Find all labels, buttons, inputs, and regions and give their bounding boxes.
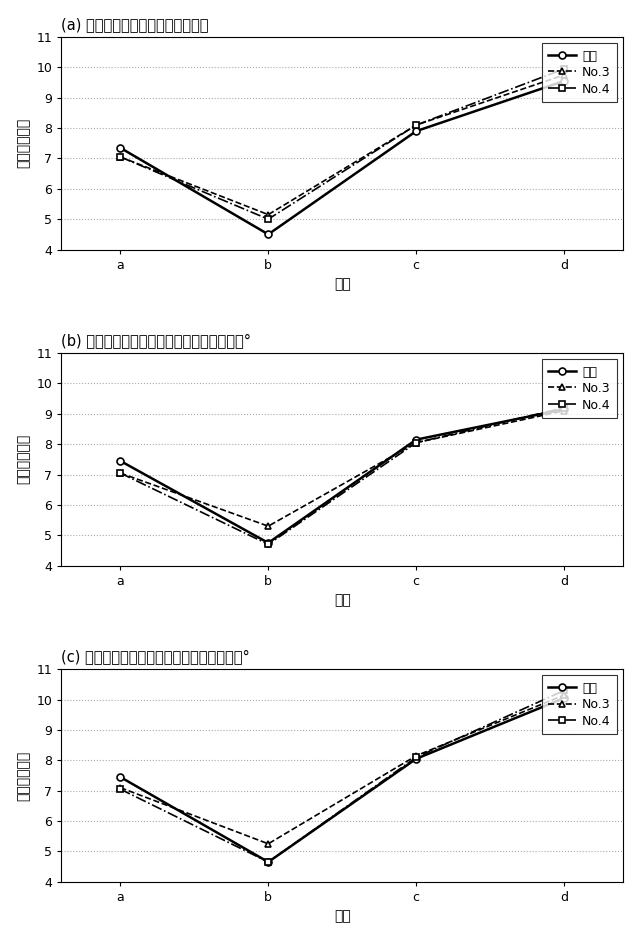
実験 [116, 455, 124, 466]
No.3 [264, 521, 272, 532]
実験 [116, 772, 124, 783]
No.3 [560, 405, 568, 416]
No.4 [116, 151, 124, 163]
実験 [412, 434, 420, 446]
Legend: 実験, No.3, No.4: 実験, No.3, No.4 [542, 359, 617, 418]
Y-axis label: 板厘（ｍｍ）: 板厘（ｍｍ） [17, 434, 31, 484]
実験 [412, 125, 420, 136]
No.3 [116, 782, 124, 793]
Text: (a) 円周方向の測定位置が圧延方向: (a) 円周方向の測定位置が圧延方向 [61, 17, 209, 32]
Line: No.3: No.3 [117, 692, 568, 847]
No.3 [264, 838, 272, 850]
Line: No.4: No.4 [117, 66, 568, 223]
X-axis label: 位置: 位置 [334, 593, 351, 607]
実験 [264, 856, 272, 868]
実験 [264, 228, 272, 240]
Line: 実験: 実験 [117, 406, 568, 546]
No.4 [412, 752, 420, 763]
実験 [116, 142, 124, 153]
No.4 [560, 63, 568, 74]
No.3 [560, 689, 568, 700]
No.4 [264, 539, 272, 550]
Legend: 実験, No.3, No.4: 実験, No.3, No.4 [542, 43, 617, 102]
No.4 [412, 437, 420, 448]
No.4 [264, 213, 272, 225]
実験 [560, 403, 568, 415]
Text: (b) 円周方向の測定位置が圧延方向から４５°: (b) 円周方向の測定位置が圧延方向から４５° [61, 333, 251, 348]
No.4 [264, 856, 272, 868]
Y-axis label: 板厘（ｍｍ）: 板厘（ｍｍ） [17, 118, 31, 168]
実験 [560, 75, 568, 86]
Legend: 実験, No.3, No.4: 実験, No.3, No.4 [542, 676, 617, 734]
No.4 [560, 685, 568, 697]
No.4 [412, 119, 420, 131]
Line: No.3: No.3 [117, 71, 568, 218]
Line: No.4: No.4 [117, 404, 568, 548]
No.4 [116, 467, 124, 478]
X-axis label: 位置: 位置 [334, 277, 351, 291]
Line: No.3: No.3 [117, 407, 568, 529]
No.3 [412, 750, 420, 761]
No.3 [116, 151, 124, 163]
Y-axis label: 板厘（ｍｍ）: 板厘（ｍｍ） [17, 750, 31, 801]
実験 [560, 693, 568, 704]
Line: 実験: 実験 [117, 695, 568, 866]
No.4 [560, 402, 568, 414]
No.3 [412, 119, 420, 131]
Line: No.4: No.4 [117, 687, 568, 866]
No.3 [264, 209, 272, 220]
No.3 [412, 437, 420, 448]
No.4 [116, 784, 124, 795]
No.3 [116, 467, 124, 478]
X-axis label: 位置: 位置 [334, 909, 351, 923]
Line: 実験: 実験 [117, 78, 568, 238]
実験 [412, 753, 420, 764]
実験 [264, 538, 272, 549]
Text: (c) 円周方向の測定位置が圧延方向から９０°: (c) 円周方向の測定位置が圧延方向から９０° [61, 649, 250, 664]
No.3 [560, 70, 568, 81]
